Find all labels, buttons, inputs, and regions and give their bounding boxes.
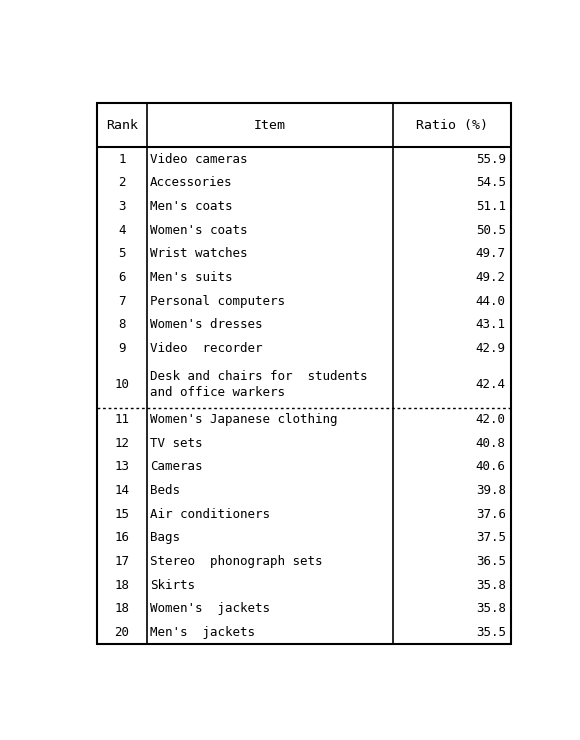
Text: Women's Japanese clothing: Women's Japanese clothing bbox=[150, 413, 338, 426]
Text: 44.0: 44.0 bbox=[476, 295, 506, 308]
Text: 42.0: 42.0 bbox=[476, 413, 506, 426]
Text: 16: 16 bbox=[114, 531, 129, 545]
Text: 40.8: 40.8 bbox=[476, 437, 506, 450]
Text: 8: 8 bbox=[118, 318, 126, 332]
Text: Cameras: Cameras bbox=[150, 460, 202, 474]
Text: 3: 3 bbox=[118, 200, 126, 213]
Text: Video  recorder: Video recorder bbox=[150, 342, 263, 355]
Text: Beds: Beds bbox=[150, 484, 180, 497]
Text: 43.1: 43.1 bbox=[476, 318, 506, 332]
Text: 17: 17 bbox=[114, 555, 129, 568]
Text: Skirts: Skirts bbox=[150, 579, 195, 592]
Text: 9: 9 bbox=[118, 342, 126, 355]
Text: 55.9: 55.9 bbox=[476, 152, 506, 166]
Text: Bags: Bags bbox=[150, 531, 180, 545]
Text: 18: 18 bbox=[114, 602, 129, 616]
Text: 6: 6 bbox=[118, 271, 126, 284]
Text: 49.7: 49.7 bbox=[476, 247, 506, 260]
Text: Air conditioners: Air conditioners bbox=[150, 508, 270, 521]
Text: 15: 15 bbox=[114, 508, 129, 521]
Text: Accessories: Accessories bbox=[150, 176, 233, 189]
Text: 40.6: 40.6 bbox=[476, 460, 506, 474]
Text: TV sets: TV sets bbox=[150, 437, 202, 450]
Text: Personal computers: Personal computers bbox=[150, 295, 285, 308]
Text: 36.5: 36.5 bbox=[476, 555, 506, 568]
Text: Stereo  phonograph sets: Stereo phonograph sets bbox=[150, 555, 322, 568]
Text: 37.6: 37.6 bbox=[476, 508, 506, 521]
Text: 10: 10 bbox=[114, 377, 129, 391]
Text: Wrist watches: Wrist watches bbox=[150, 247, 248, 260]
Text: 35.8: 35.8 bbox=[476, 579, 506, 592]
Text: 14: 14 bbox=[114, 484, 129, 497]
Text: 2: 2 bbox=[118, 176, 126, 189]
Text: 12: 12 bbox=[114, 437, 129, 450]
Text: Women's dresses: Women's dresses bbox=[150, 318, 263, 332]
Text: 20: 20 bbox=[114, 626, 129, 639]
Text: 51.1: 51.1 bbox=[476, 200, 506, 213]
Text: 37.5: 37.5 bbox=[476, 531, 506, 545]
Text: 13: 13 bbox=[114, 460, 129, 474]
Text: 11: 11 bbox=[114, 413, 129, 426]
Text: 54.5: 54.5 bbox=[476, 176, 506, 189]
Text: 50.5: 50.5 bbox=[476, 223, 506, 237]
Text: 39.8: 39.8 bbox=[476, 484, 506, 497]
Text: 42.9: 42.9 bbox=[476, 342, 506, 355]
Text: 35.8: 35.8 bbox=[476, 602, 506, 616]
Text: Women's  jackets: Women's jackets bbox=[150, 602, 270, 616]
Text: Video cameras: Video cameras bbox=[150, 152, 248, 166]
Text: 7: 7 bbox=[118, 295, 126, 308]
Text: 18: 18 bbox=[114, 579, 129, 592]
Text: Men's  jackets: Men's jackets bbox=[150, 626, 255, 639]
Text: 1: 1 bbox=[118, 152, 126, 166]
Text: Women's coats: Women's coats bbox=[150, 223, 248, 237]
Text: Men's coats: Men's coats bbox=[150, 200, 233, 213]
Text: Men's suits: Men's suits bbox=[150, 271, 233, 284]
Text: Desk and chairs for  students
and office warkers: Desk and chairs for students and office … bbox=[150, 369, 368, 399]
Text: 49.2: 49.2 bbox=[476, 271, 506, 284]
Text: 4: 4 bbox=[118, 223, 126, 237]
Text: 42.4: 42.4 bbox=[476, 377, 506, 391]
Text: 5: 5 bbox=[118, 247, 126, 260]
Text: Rank: Rank bbox=[106, 118, 138, 132]
Text: Item: Item bbox=[254, 118, 286, 132]
Text: Ratio (%): Ratio (%) bbox=[416, 118, 488, 132]
Text: 35.5: 35.5 bbox=[476, 626, 506, 639]
